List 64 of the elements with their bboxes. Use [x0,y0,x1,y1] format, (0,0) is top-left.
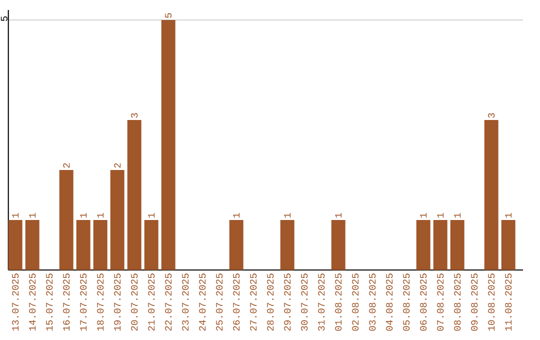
data-label: 1 [80,213,87,218]
data-label: 1 [97,213,104,218]
x-tick-label: 01.08.2025 [335,274,342,331]
bar [433,220,448,270]
x-tick-label: 31.07.2025 [318,274,325,331]
x-tick-label: 15.07.2025 [46,274,53,331]
bar [280,220,294,270]
x-tick-label: 29.07.2025 [284,274,291,331]
data-label: 1 [505,213,512,218]
x-tick-label: 10.08.2025 [488,274,495,331]
x-tick-label: 06.08.2025 [420,274,427,331]
x-tick-label: 21.07.2025 [148,274,155,331]
bar [331,220,346,270]
x-tick-label: 26.07.2025 [233,274,240,331]
data-label: 3 [131,113,138,118]
data-label: 5 [165,13,172,18]
data-label: 1 [454,213,461,218]
x-tick-label: 20.07.2025 [131,274,138,331]
x-tick-label: 11.08.2025 [505,274,512,331]
x-tick-label: 27.07.2025 [250,274,257,331]
x-tick-label: 17.07.2025 [80,274,87,331]
data-label: 2 [63,163,70,168]
bar [59,170,74,270]
data-label: 1 [284,213,291,218]
bar [484,120,498,270]
bar [76,220,90,270]
bar [144,220,158,270]
x-tick-label: 19.07.2025 [114,274,121,331]
bar [229,220,244,270]
bar [127,120,142,270]
x-tick-label: 09.08.2025 [471,274,478,331]
x-tick-label: 25.07.2025 [216,274,223,331]
x-tick-label: 13.07.2025 [12,274,19,331]
bar [416,220,430,270]
x-tick-label: 16.07.2025 [63,274,70,331]
x-tick-label: 02.08.2025 [352,274,359,331]
bar [110,170,124,270]
x-tick-label: 24.07.2025 [199,274,206,331]
x-tick-label: 05.08.2025 [403,274,410,331]
data-label: 1 [437,213,444,218]
bar [501,220,516,270]
data-label: 2 [114,163,121,168]
x-tick-label: 14.07.2025 [29,274,36,331]
data-label: 1 [233,213,240,218]
data-label: 1 [335,213,342,218]
data-label: 3 [488,113,495,118]
x-tick-label: 03.08.2025 [369,274,376,331]
x-tick-label: 22.07.2025 [165,274,172,331]
x-tick-label: 07.08.2025 [437,274,444,331]
x-tick-label: 18.07.2025 [97,274,104,331]
x-tick-label: 23.07.2025 [182,274,189,331]
data-label: 1 [420,213,427,218]
bar [8,220,22,270]
bar [450,220,464,270]
x-tick-label: 08.08.2025 [454,274,461,331]
x-tick-label: 30.07.2025 [301,274,308,331]
bar [161,20,176,270]
bar [93,220,108,270]
bar [25,220,40,270]
x-tick-label: 28.07.2025 [267,274,274,331]
data-label: 1 [29,213,36,218]
x-tick-label: 04.08.2025 [386,274,393,331]
data-label: 1 [12,213,19,218]
data-label: 1 [148,213,155,218]
